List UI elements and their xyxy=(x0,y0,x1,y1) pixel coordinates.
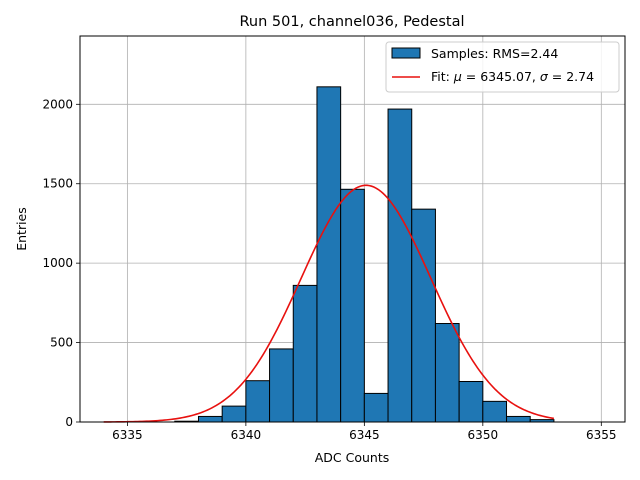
histogram-bar xyxy=(316,86,342,423)
fit-layer xyxy=(103,184,555,423)
histogram-bar xyxy=(506,415,531,423)
histogram-bar xyxy=(221,405,247,423)
histogram-bar xyxy=(269,348,294,423)
y-tick-label: 0 xyxy=(65,415,73,429)
legend: Samples: RMS=2.44 Fit: μ = 6345.07, σ = … xyxy=(385,41,620,93)
plot-frame xyxy=(79,35,626,423)
histogram-bar xyxy=(411,208,436,423)
legend-fit-label: Fit: μ = 6345.07, σ = 2.74 xyxy=(431,69,594,84)
histogram-bar xyxy=(387,108,413,423)
legend-mu-text: = 6345.07, xyxy=(462,69,540,84)
y-tick-label: 500 xyxy=(50,336,73,350)
x-tick-label: 6350 xyxy=(468,428,499,442)
histogram-bar xyxy=(434,323,460,423)
legend-samples-label: Samples: RMS=2.44 xyxy=(431,46,558,61)
x-tick-label: 6335 xyxy=(112,428,143,442)
histogram-bar xyxy=(482,400,508,423)
legend-box xyxy=(385,41,620,93)
x-axis-ticks: 6335 6340 6345 6350 6355 xyxy=(112,422,617,442)
legend-sigma-text: = 2.74 xyxy=(548,69,594,84)
legend-samples-swatch xyxy=(391,47,421,59)
legend-fit-prefix: Fit: xyxy=(431,69,454,84)
histogram-bar xyxy=(363,392,389,423)
y-tick-label: 2000 xyxy=(42,97,73,111)
x-tick-label: 6340 xyxy=(231,428,262,442)
x-tick-label: 6345 xyxy=(349,428,380,442)
histogram-bar xyxy=(292,284,318,423)
histogram-bar xyxy=(458,380,484,423)
y-axis-ticks: 0 500 1000 1500 2000 xyxy=(42,97,80,429)
legend-sigma-symbol: σ xyxy=(540,69,549,84)
fit-curve xyxy=(103,184,555,423)
histogram-bar xyxy=(340,188,365,423)
x-axis-label: ADC Counts xyxy=(315,450,390,465)
chart-title: Run 501, channel036, Pedestal xyxy=(239,14,464,30)
y-tick-label: 1500 xyxy=(42,177,73,191)
histogram-bar xyxy=(245,380,271,423)
y-axis-label: Entries xyxy=(14,207,29,251)
y-tick-label: 1000 xyxy=(42,256,73,270)
histogram-bar xyxy=(197,415,223,423)
histogram-bars xyxy=(174,86,555,423)
x-tick-label: 6355 xyxy=(586,428,617,442)
legend-mu-symbol: μ xyxy=(453,69,462,84)
